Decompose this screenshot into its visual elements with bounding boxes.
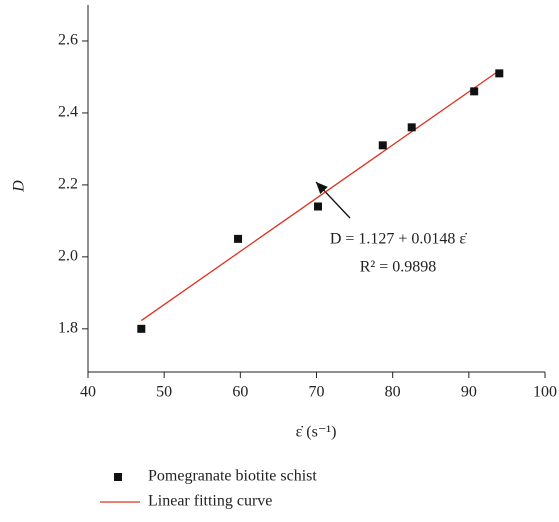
data-point bbox=[314, 202, 323, 211]
y-axis-label: D bbox=[11, 180, 28, 193]
annotation-arrow bbox=[315, 181, 351, 219]
x-tick-label: 90 bbox=[461, 384, 477, 401]
equation: D = 1.127 + 0.0148 ε̇ bbox=[330, 231, 467, 248]
data-point bbox=[378, 141, 387, 150]
y-tick-label: 2.6 bbox=[58, 32, 78, 49]
y-tick-label: 2.2 bbox=[58, 176, 78, 193]
x-tick-label: 80 bbox=[385, 384, 401, 401]
data-point bbox=[137, 324, 146, 333]
x-tick-label: 50 bbox=[156, 384, 172, 401]
x-tick-label: 100 bbox=[533, 384, 557, 401]
data-point bbox=[234, 234, 243, 243]
legend-marker bbox=[114, 473, 122, 481]
data-point bbox=[495, 69, 504, 78]
y-tick-label: 2.4 bbox=[58, 104, 78, 121]
y-tick-label: 1.8 bbox=[58, 319, 78, 336]
legend-label: Pomegranate biotite schist bbox=[148, 468, 317, 485]
x-tick-label: 60 bbox=[232, 384, 248, 401]
x-tick-label: 70 bbox=[309, 384, 325, 401]
data-point bbox=[407, 123, 416, 132]
legend-label: Linear fitting curve bbox=[148, 493, 272, 510]
x-tick-label: 40 bbox=[80, 384, 96, 401]
x-axis-label: ε̇ (s⁻¹) bbox=[296, 424, 337, 441]
fit-line bbox=[140, 69, 500, 322]
r-squared: R² = 0.9898 bbox=[360, 259, 437, 276]
y-tick-label: 2.0 bbox=[58, 248, 78, 265]
data-point bbox=[470, 87, 479, 96]
